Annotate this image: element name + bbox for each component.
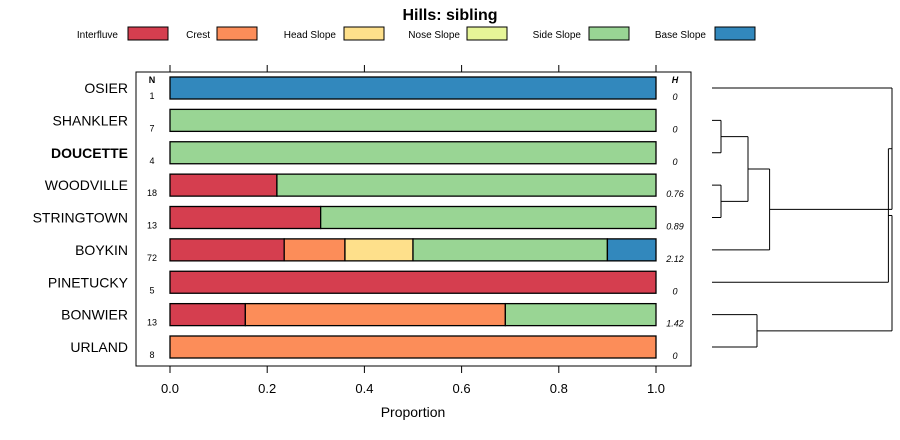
bar-segment xyxy=(606,238,657,262)
row-h-value: 0 xyxy=(672,351,677,361)
dendrogram xyxy=(712,87,893,348)
bar-segment xyxy=(283,238,346,262)
x-tick-label: 0.4 xyxy=(355,381,373,396)
h-header: H xyxy=(672,75,679,85)
row-label: PINETUCKY xyxy=(48,274,129,290)
bar-segment xyxy=(169,302,246,327)
bar-segment xyxy=(169,270,657,294)
row-label: STRINGTOWN xyxy=(33,210,128,226)
legend-swatch xyxy=(127,26,169,41)
row-n-value: 72 xyxy=(147,253,157,263)
bars xyxy=(169,76,657,359)
row-h-value: 0 xyxy=(672,286,677,296)
row-h-value: 2.12 xyxy=(665,254,684,264)
x-tick-label: 0.2 xyxy=(258,381,276,396)
n-header: N xyxy=(149,75,156,85)
row-h-value: 0.76 xyxy=(666,189,684,199)
row-label: WOODVILLE xyxy=(45,177,128,193)
row-label: SHANKLER xyxy=(53,112,128,128)
bar-segment xyxy=(344,238,414,262)
row-n-value: 13 xyxy=(147,221,157,231)
row-n-value: 7 xyxy=(149,123,154,133)
row-n-value: 13 xyxy=(147,318,157,328)
x-tick-label: 0.8 xyxy=(550,381,568,396)
row-h-value: 0 xyxy=(672,124,677,134)
bar-segment xyxy=(412,238,609,262)
legend: Interfluve Crest Head Slope Nose Slope Side … xyxy=(77,26,756,41)
bar-segment xyxy=(504,302,657,327)
row-h-value: 0 xyxy=(672,92,677,102)
x-tick-label: 1.0 xyxy=(647,381,665,396)
legend-label: Crest xyxy=(186,30,210,41)
row-label: BONWIER xyxy=(61,307,128,323)
row-label: DOUCETTE xyxy=(51,145,128,161)
row-n-value: 18 xyxy=(147,188,157,198)
bar-segment xyxy=(244,302,506,327)
bar-segment xyxy=(169,335,657,359)
row-label: URLAND xyxy=(70,339,128,355)
row-n-value: 1 xyxy=(149,91,154,101)
axes: 0.0 0.2 0.4 0.6 0.8 1.0 xyxy=(161,65,665,396)
row-h-value: 0.89 xyxy=(666,222,684,232)
legend-label: Head Slope xyxy=(284,30,337,41)
x-tick-label: 0.6 xyxy=(453,381,471,396)
bar-segment xyxy=(169,238,285,262)
row-h-value: 0 xyxy=(672,157,677,167)
legend-swatch xyxy=(588,26,630,41)
row-n-value: 8 xyxy=(149,350,154,360)
bar-segment xyxy=(276,173,657,197)
legend-label: Base Slope xyxy=(655,30,707,41)
legend-label: Interfluve xyxy=(77,30,119,41)
bar-segment xyxy=(169,141,657,165)
x-axis-label: Proportion xyxy=(381,404,446,420)
bar-segment xyxy=(169,173,278,197)
legend-swatch xyxy=(714,26,756,41)
bar-segment xyxy=(169,76,657,100)
row-n-value: 4 xyxy=(149,156,154,166)
x-tick-label: 0.0 xyxy=(161,381,179,396)
row-labels: OSIER 1 0 SHANKLER 7 0 DOUCETTE 4 0 WOODVILLE 18 0.… xyxy=(33,80,684,361)
row-h-value: 1.42 xyxy=(666,319,684,329)
legend-label: Side Slope xyxy=(533,30,582,41)
legend-swatch xyxy=(343,26,385,41)
legend-label: Nose Slope xyxy=(408,30,460,41)
row-label: OSIER xyxy=(84,80,128,96)
plot-frame xyxy=(135,71,692,367)
chart-title: Hills: sibling xyxy=(402,7,497,24)
row-n-value: 5 xyxy=(149,285,154,295)
legend-swatch xyxy=(216,26,258,41)
legend-swatch xyxy=(466,26,508,41)
row-label: BOYKIN xyxy=(75,242,128,258)
bar-segment xyxy=(169,108,657,133)
bar-segment xyxy=(320,205,657,230)
bar-segment xyxy=(169,205,322,230)
